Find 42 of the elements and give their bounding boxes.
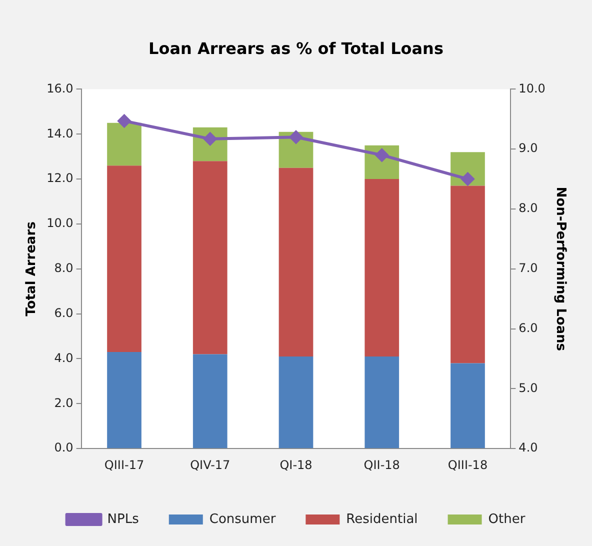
x-tick-label: QIV-17 [190,458,230,472]
chart-title: Loan Arrears as % of Total Loans [148,38,444,58]
legend-label: Residential [346,512,418,527]
x-tick-label: QI-18 [280,458,312,472]
bar [364,179,400,357]
y2-tick-label: 4.0 [518,440,538,455]
y-tick-label: 6.0 [54,306,74,320]
bar [278,168,314,357]
y2-tick-label: 10.0 [518,81,546,96]
y2-tick-label: 7.0 [518,261,538,276]
legend-label: NPLs [107,512,140,527]
bar [107,166,142,352]
bar [107,352,142,448]
y2-tick-label: 5.0 [518,380,538,395]
bar [450,186,485,364]
y-tick-label: 16.0 [46,81,74,96]
y2-tick-label: 6.0 [518,320,538,335]
point [118,114,131,128]
bar [364,356,400,448]
y-axis-title: Total Arrears [24,221,40,316]
bar [107,122,142,166]
legend-label: Other [488,512,526,527]
y-tick-label: 10.0 [46,216,74,230]
point [290,130,302,144]
bar [192,354,228,448]
point [461,172,474,186]
y-tick-label: 8.0 [54,261,74,276]
bar [192,161,228,354]
x-tick-label: QIII-17 [104,458,144,472]
y-tick-label: 2.0 [54,396,74,410]
x-tick-label: QII-18 [364,458,400,472]
y-tick-label: 12.0 [46,171,74,186]
y2-axis-title: Non-Performing Loans [552,186,568,352]
bar [450,363,485,448]
y2-tick-label: 8.0 [518,201,538,216]
y2-tick-label: 9.0 [518,141,538,156]
legend-label: Consumer [209,512,276,527]
y-tick-label: 4.0 [54,350,74,365]
bar [278,356,314,448]
y-tick-label: 14.0 [46,126,74,140]
x-tick-label: QIII-18 [448,458,488,472]
y-tick-label: 0.0 [54,440,74,455]
